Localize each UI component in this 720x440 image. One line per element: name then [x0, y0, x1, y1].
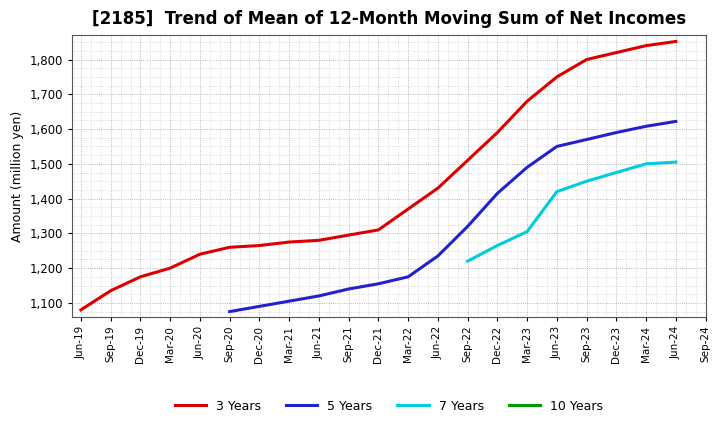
3 Years: [374, 227, 383, 232]
Title: [2185]  Trend of Mean of 12-Month Moving Sum of Net Incomes: [2185] Trend of Mean of 12-Month Moving …: [91, 10, 686, 28]
Y-axis label: Amount (million yen): Amount (million yen): [11, 110, 24, 242]
Line: 3 Years: 3 Years: [81, 41, 676, 310]
3 Years: [136, 274, 145, 279]
5 Years: [552, 144, 561, 149]
5 Years: [582, 137, 591, 142]
5 Years: [612, 130, 621, 135]
3 Years: [344, 232, 353, 238]
3 Years: [255, 243, 264, 248]
Line: 7 Years: 7 Years: [467, 162, 676, 261]
5 Years: [642, 124, 650, 129]
5 Years: [285, 298, 294, 304]
3 Years: [76, 307, 85, 312]
5 Years: [255, 304, 264, 309]
7 Years: [672, 159, 680, 165]
3 Years: [225, 245, 234, 250]
7 Years: [642, 161, 650, 166]
3 Years: [672, 39, 680, 44]
3 Years: [196, 252, 204, 257]
5 Years: [315, 293, 323, 299]
7 Years: [463, 259, 472, 264]
7 Years: [582, 179, 591, 184]
5 Years: [463, 224, 472, 229]
Legend: 3 Years, 5 Years, 7 Years, 10 Years: 3 Years, 5 Years, 7 Years, 10 Years: [170, 395, 608, 418]
3 Years: [107, 288, 115, 293]
3 Years: [523, 99, 531, 104]
7 Years: [523, 229, 531, 234]
5 Years: [374, 281, 383, 286]
5 Years: [523, 165, 531, 170]
5 Years: [404, 274, 413, 279]
3 Years: [612, 50, 621, 55]
5 Years: [344, 286, 353, 292]
3 Years: [582, 57, 591, 62]
3 Years: [285, 239, 294, 245]
3 Years: [433, 186, 442, 191]
3 Years: [493, 130, 502, 135]
3 Years: [166, 265, 174, 271]
7 Years: [612, 170, 621, 175]
7 Years: [493, 243, 502, 248]
5 Years: [493, 191, 502, 196]
Line: 5 Years: 5 Years: [230, 121, 676, 312]
5 Years: [225, 309, 234, 314]
5 Years: [433, 253, 442, 259]
3 Years: [315, 238, 323, 243]
7 Years: [552, 189, 561, 194]
3 Years: [642, 43, 650, 48]
5 Years: [672, 119, 680, 124]
3 Years: [404, 206, 413, 212]
3 Years: [463, 158, 472, 163]
3 Years: [552, 74, 561, 80]
